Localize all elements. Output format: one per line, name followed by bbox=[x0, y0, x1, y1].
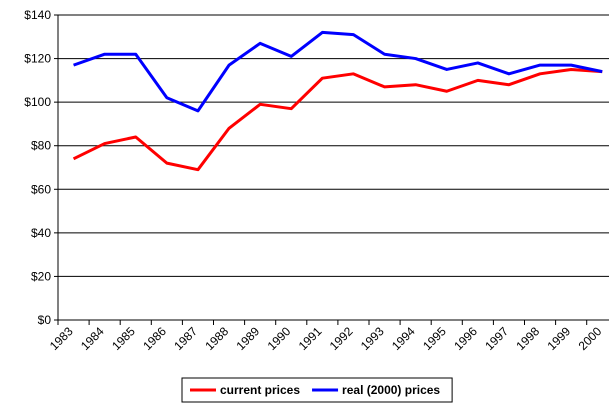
y-tick-label: $20 bbox=[31, 269, 51, 283]
y-tick-label: $100 bbox=[24, 95, 51, 109]
y-tick-label: $140 bbox=[24, 8, 51, 22]
y-tick-label: $0 bbox=[38, 313, 52, 327]
legend-label: real (2000) prices bbox=[342, 383, 440, 397]
x-tick-label: 1992 bbox=[327, 324, 356, 353]
y-tick-label: $40 bbox=[31, 226, 51, 240]
x-tick-label: 1990 bbox=[265, 324, 294, 353]
x-tick-label: 1988 bbox=[202, 324, 231, 353]
legend: current prices real (2000) prices bbox=[181, 377, 453, 403]
x-tick-label: 1996 bbox=[451, 324, 480, 353]
x-tick-label: 2000 bbox=[576, 324, 605, 353]
x-tick-label: 1984 bbox=[78, 324, 107, 353]
x-tick-label: 1994 bbox=[389, 324, 418, 353]
x-tick-label: 1987 bbox=[171, 324, 200, 353]
line-series bbox=[72, 67, 603, 172]
legend-label: current prices bbox=[220, 383, 300, 397]
y-tick-label: $120 bbox=[24, 52, 51, 66]
x-tick-label: 1983 bbox=[47, 324, 76, 353]
x-tick-label: 1997 bbox=[482, 324, 511, 353]
x-tick-label: 1999 bbox=[544, 324, 573, 353]
x-tick-label: 1993 bbox=[358, 324, 387, 353]
y-tick-label: $60 bbox=[31, 182, 51, 196]
x-tick-label: 1991 bbox=[296, 324, 325, 353]
line-series bbox=[73, 30, 603, 113]
x-tick-label: 1998 bbox=[513, 324, 542, 353]
x-tick-label: 1985 bbox=[109, 324, 138, 353]
x-tick-label: 1995 bbox=[420, 324, 449, 353]
x-tick-label: 1989 bbox=[233, 324, 262, 353]
y-tick-label: $80 bbox=[31, 139, 51, 153]
x-tick-label: 1986 bbox=[140, 324, 169, 353]
